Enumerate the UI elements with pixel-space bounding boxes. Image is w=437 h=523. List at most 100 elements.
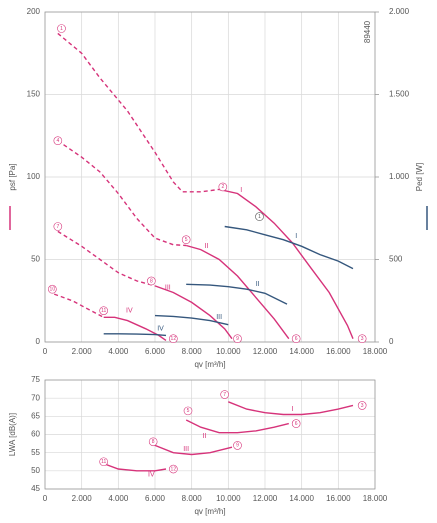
y-tick-label: 75 [31, 375, 40, 384]
annotation-circle [169, 334, 178, 344]
x-tick-label: 4.000 [108, 494, 129, 503]
chart-id: 89440 [363, 20, 372, 43]
annotation-circle [357, 334, 367, 344]
annotation-circle [48, 284, 57, 294]
annotation: 1 [258, 214, 261, 220]
x-tick-label: 0 [43, 347, 48, 356]
annotation: I [292, 406, 294, 413]
annotation: 2 [221, 184, 224, 190]
x-tick-label: 10.000 [216, 494, 241, 503]
annotation: 8 [150, 278, 153, 284]
annotation-circle [291, 419, 301, 428]
series-line [228, 401, 354, 416]
x-tick-label: 6.000 [145, 494, 166, 503]
annotation-circle [181, 235, 191, 244]
annotation: IV [148, 471, 155, 478]
annotation-circle [148, 437, 158, 447]
x-tick-label: 14.000 [289, 347, 314, 356]
x-tick-label: 0 [43, 494, 48, 503]
annotation: 7 [223, 392, 226, 398]
x-tick-label: 18.000 [363, 494, 388, 503]
x-tick-label: 12.000 [253, 347, 278, 356]
x-tick-label: 8.000 [182, 347, 203, 356]
y-tick-label: 50 [31, 255, 40, 264]
annotation-circle [53, 222, 63, 231]
annotation-circle [99, 457, 108, 467]
x-tick-label: 6.000 [145, 347, 166, 356]
annotation: 4 [56, 138, 59, 144]
x-axis-title: qv [m³/h] [194, 507, 225, 516]
annotation: 3 [361, 336, 364, 342]
annotation: 1 [60, 26, 63, 32]
annotation: 9 [236, 443, 239, 449]
series-line [154, 314, 229, 326]
x-tick-label: 4.000 [108, 347, 129, 356]
annotation: 12 [171, 336, 177, 342]
annotation: I [295, 233, 297, 240]
series-line [186, 283, 288, 305]
plot-frame [44, 11, 376, 343]
y2-axis-title: Ped [W] [415, 163, 424, 191]
y-tick-label: 45 [31, 484, 40, 493]
annotation: 5 [185, 237, 188, 243]
x-tick-label: 8.000 [182, 494, 203, 503]
y-tick-label: 65 [31, 411, 40, 420]
y-tick-label: 150 [27, 90, 41, 99]
y-tick-label: 70 [31, 393, 40, 402]
y-tick-label: 55 [31, 448, 40, 457]
annotation: 8 [152, 439, 155, 445]
annotation-circle [57, 24, 66, 33]
y-tick-label: 50 [31, 466, 40, 475]
series-line [53, 293, 105, 318]
x-tick-label: 16.000 [326, 494, 351, 503]
y2-tick-label: 1.000 [389, 172, 410, 181]
annotation: IV [126, 307, 133, 314]
series-line [219, 188, 354, 339]
annotation: II [256, 281, 260, 288]
series-line [154, 285, 233, 340]
x-axis-title: qv [m³/h] [194, 360, 225, 369]
annotation-circle [357, 401, 367, 410]
series-line [57, 230, 156, 287]
y2-tick-label: 0 [389, 337, 394, 346]
annotation-circle [183, 406, 193, 416]
annotation: 7 [56, 224, 59, 230]
annotation-circle [220, 390, 229, 399]
series-line [186, 244, 290, 340]
annotation-circle [218, 182, 228, 192]
annotation: 9 [236, 336, 239, 342]
annotation-circle [147, 276, 156, 286]
series-line [103, 316, 167, 341]
x-tick-label: 2.000 [72, 494, 93, 503]
x-tick-label: 2.000 [72, 347, 93, 356]
annotation: II [203, 433, 207, 440]
annotation: 5 [187, 408, 190, 414]
series-line [57, 140, 187, 247]
y-axis-title: LWA [dB(A)] [8, 413, 17, 456]
plot-frame [44, 379, 376, 490]
annotation: 11 [101, 308, 106, 314]
x-tick-label: 12.000 [253, 494, 278, 503]
annotation: III [165, 284, 171, 291]
annotation-circle [233, 441, 242, 450]
annotation-circle [53, 136, 63, 145]
annotation-circle [99, 306, 108, 315]
x-tick-label: 14.000 [289, 494, 314, 503]
annotation: 12 [171, 466, 177, 472]
y2-tick-label: 1.500 [389, 90, 410, 99]
annotation-circle [169, 464, 178, 474]
annotation: 6 [295, 421, 298, 427]
y2-tick-label: 2.000 [389, 7, 410, 16]
y-tick-label: 100 [27, 172, 41, 181]
series-line [185, 419, 289, 434]
annotation-circle [291, 334, 301, 344]
annotation: II [204, 243, 208, 250]
x-tick-label: 16.000 [326, 347, 351, 356]
series-line [57, 32, 220, 193]
annotation: 11 [101, 459, 106, 465]
x-tick-label: 10.000 [216, 347, 241, 356]
annotation: I [240, 187, 242, 194]
series-line [103, 333, 167, 337]
annotation: 10 [50, 287, 56, 293]
